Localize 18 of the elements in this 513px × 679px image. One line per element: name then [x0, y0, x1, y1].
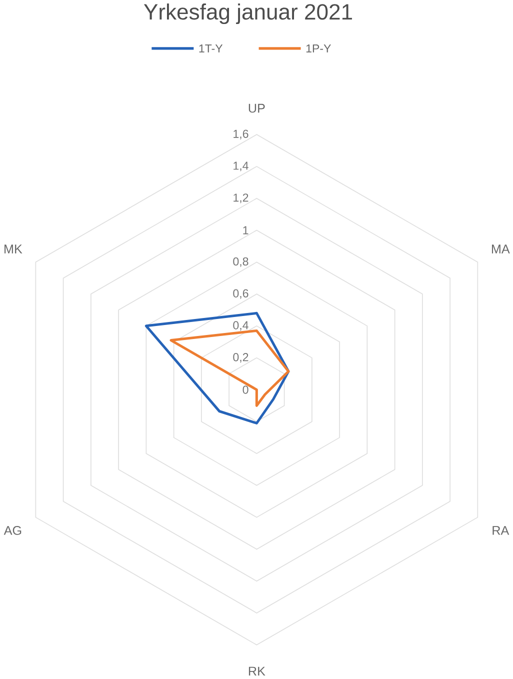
spoke-label: MK: [4, 244, 22, 254]
chart-title: Yrkesfag januar 2021: [144, 4, 352, 24]
y-tick-label: 1: [243, 226, 248, 234]
y-tick-label: 0,2: [232, 353, 248, 363]
y-tick-label: 1,4: [233, 162, 248, 172]
spoke-label: RK: [248, 666, 266, 676]
y-tick-label: 1,2: [233, 194, 248, 204]
spoke-label: AG: [4, 526, 21, 535]
spoke-label: RA: [492, 526, 509, 535]
legend-label: 1P-Y: [306, 44, 331, 52]
y-tick-label: 0,4: [232, 321, 248, 331]
y-tick-label: 1,6: [233, 130, 248, 140]
y-tick-label: 0: [242, 386, 248, 394]
spoke-label: MA: [492, 244, 510, 254]
spoke-label: UP: [248, 104, 265, 113]
y-tick-label: 0,6: [232, 289, 248, 299]
y-tick-label: 0,8: [232, 257, 248, 267]
legend-label: 1T-Y: [199, 44, 222, 52]
